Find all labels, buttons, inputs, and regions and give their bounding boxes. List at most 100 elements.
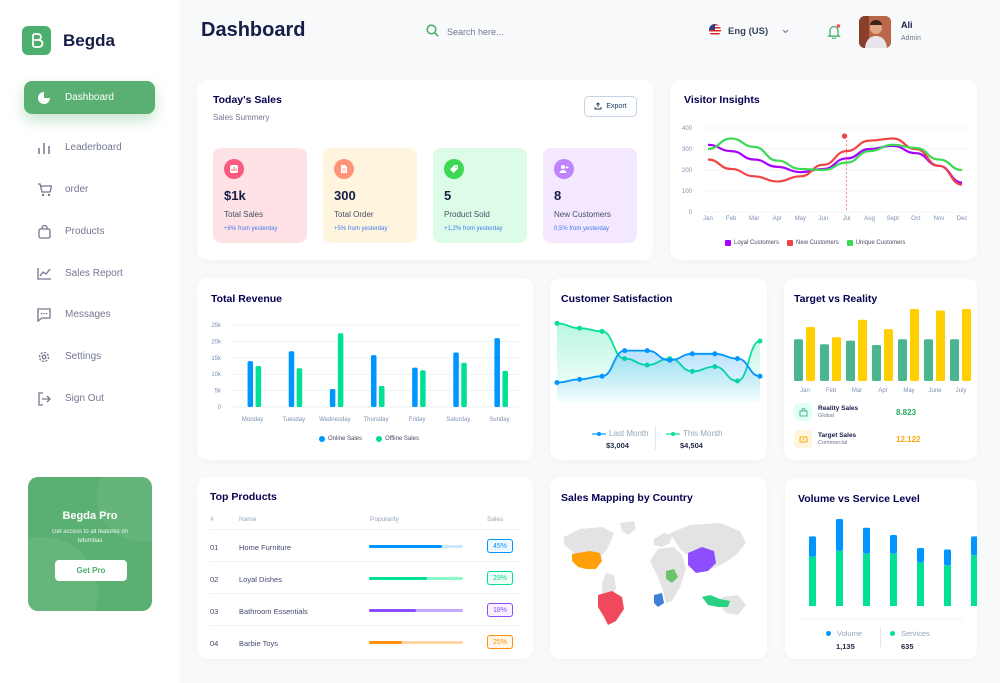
legend-label: Services bbox=[901, 629, 930, 638]
bar-segment-services bbox=[944, 565, 951, 606]
row-number: 01 bbox=[210, 543, 219, 552]
popularity-bar bbox=[369, 545, 463, 548]
bar bbox=[858, 319, 867, 381]
card-subtitle: Sales Summery bbox=[213, 113, 270, 122]
data-point bbox=[577, 325, 583, 331]
x-tick-label: May bbox=[903, 388, 914, 394]
sidebar-item-messages[interactable]: Messages bbox=[24, 298, 155, 331]
bar bbox=[950, 339, 959, 381]
search-input[interactable]: Search here... bbox=[447, 26, 504, 37]
data-point bbox=[554, 320, 560, 326]
reality-sales-row: Reality Sales Global bbox=[794, 403, 858, 421]
x-tick-label: Mar bbox=[852, 388, 862, 394]
sidebar-item-leaderboard[interactable]: Leaderboard bbox=[24, 131, 155, 164]
table-row[interactable]: 01 Home Furniture 45% bbox=[209, 529, 521, 560]
card-title: Target vs Reality bbox=[794, 293, 878, 305]
legend-swatch bbox=[376, 436, 383, 442]
y-tick-label: 25k bbox=[211, 323, 222, 329]
stat-label: New Customers bbox=[554, 210, 611, 219]
x-tick-label: Sunday bbox=[489, 417, 509, 423]
sidebar-item-products[interactable]: Products bbox=[24, 215, 155, 248]
stat-total-order: 300 Total Order +5% from yesterday bbox=[323, 148, 417, 243]
popularity-fill bbox=[369, 609, 416, 612]
stat-delta: 0,5% from yesterday bbox=[554, 226, 610, 232]
x-tick-label: June bbox=[928, 388, 942, 394]
language-selector[interactable]: Eng (US) bbox=[709, 24, 789, 39]
legend-swatch bbox=[846, 240, 853, 246]
legend-label: Offline Sales bbox=[385, 436, 419, 442]
bar bbox=[924, 339, 933, 381]
column-header: # bbox=[210, 516, 214, 523]
legend-label: Volume bbox=[837, 629, 863, 638]
divider bbox=[655, 426, 656, 450]
stat-label: Product Sold bbox=[444, 210, 490, 219]
sidebar-item-sign-out[interactable]: Sign Out bbox=[24, 382, 155, 415]
avatar[interactable] bbox=[859, 16, 891, 48]
logo-icon bbox=[22, 26, 51, 55]
sidebar: Begda Dashboard Leaderboard order Produc… bbox=[0, 0, 180, 683]
volume-service-card: Volume vs Service Level Volume 1,135 Ser… bbox=[785, 478, 977, 659]
stat-product-sold: 5 Product Sold +1,2% from yesterday bbox=[433, 148, 527, 243]
customer-satisfaction-card: Customer Satisfaction Last Month $3,004 … bbox=[550, 278, 767, 460]
y-tick-label: 0 bbox=[218, 405, 222, 411]
x-tick-label: Jul bbox=[843, 216, 851, 222]
bar-segment-volume bbox=[836, 519, 843, 551]
row-number: 02 bbox=[210, 575, 219, 584]
legend-this-month: This Month bbox=[666, 429, 723, 438]
sign-out-icon bbox=[36, 391, 52, 407]
stat-new-customers: 8 New Customers 0,5% from yesterday bbox=[543, 148, 637, 243]
card-title: Sales Mapping by Country bbox=[561, 492, 693, 504]
last-month-total: $3,004 bbox=[606, 441, 629, 450]
y-tick-label: 0 bbox=[689, 210, 693, 216]
document-icon bbox=[334, 159, 354, 179]
bag-icon bbox=[794, 403, 812, 421]
get-pro-button[interactable]: Get Pro bbox=[55, 560, 127, 581]
data-point bbox=[622, 348, 628, 354]
x-tick-label: Apr bbox=[773, 216, 782, 222]
stat-delta: +1,2% from yesterday bbox=[444, 226, 503, 232]
table-row[interactable]: 03 Bathroom Essentials 18% bbox=[209, 593, 521, 624]
product-name: Bathroom Essentials bbox=[239, 607, 308, 616]
data-point bbox=[689, 351, 695, 357]
table-row[interactable]: 04 Barbie Toys 25% bbox=[209, 625, 521, 656]
legend-line-icon bbox=[592, 431, 606, 436]
stat-label: Total Order bbox=[334, 210, 374, 219]
table-row[interactable]: 02 Loyal Dishes 29% bbox=[209, 561, 521, 592]
popularity-bar bbox=[369, 641, 463, 644]
app-logo[interactable]: Begda bbox=[22, 26, 115, 55]
x-tick-label: Sept bbox=[887, 216, 900, 222]
brazil-region bbox=[598, 591, 624, 625]
product-name: Home Furniture bbox=[239, 543, 292, 552]
sidebar-item-dashboard[interactable]: Dashboard bbox=[24, 81, 155, 114]
card-title: Visitor Insights bbox=[684, 94, 760, 106]
legend-line-icon bbox=[666, 431, 680, 436]
bar bbox=[898, 339, 907, 381]
world-map-land bbox=[564, 521, 746, 617]
card-title: Total Revenue bbox=[211, 293, 282, 305]
search-bar[interactable]: Search here... bbox=[413, 16, 708, 47]
pie-chart-icon bbox=[36, 90, 52, 106]
sidebar-item-label: Messages bbox=[65, 309, 111, 320]
series-line bbox=[707, 143, 963, 184]
x-tick-label: Feb bbox=[826, 388, 837, 394]
sidebar-item-order[interactable]: order bbox=[24, 173, 155, 206]
target-sales-row: Target Sales Commercial bbox=[794, 430, 856, 448]
bar-segment-services bbox=[971, 555, 977, 606]
popularity-fill bbox=[369, 545, 443, 548]
bar-chart-icon bbox=[36, 140, 52, 156]
export-button[interactable]: Export bbox=[584, 96, 637, 117]
notification-bell-icon[interactable] bbox=[827, 24, 841, 44]
target-value: 12.122 bbox=[896, 435, 921, 444]
bar bbox=[846, 340, 855, 381]
y-tick-label: 100 bbox=[682, 189, 693, 195]
china-region bbox=[688, 547, 716, 573]
sidebar-item-sales-report[interactable]: Sales Report bbox=[24, 257, 155, 290]
chart-legend: Online Sales Offline Sales bbox=[319, 436, 419, 442]
volume-total: 1,135 bbox=[836, 642, 855, 651]
bar-segment-services bbox=[890, 553, 897, 606]
row-number: 03 bbox=[210, 607, 219, 616]
stat-value: 300 bbox=[334, 188, 356, 203]
sidebar-item-settings[interactable]: Settings bbox=[24, 340, 155, 373]
app-name: Begda bbox=[63, 30, 115, 50]
y-tick-label: 400 bbox=[682, 126, 693, 132]
